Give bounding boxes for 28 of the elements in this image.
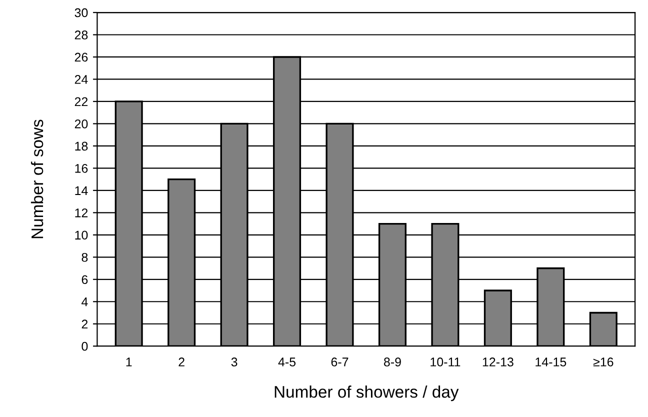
y-axis-title: Number of sows [30, 120, 44, 238]
x-tick-label: 4-5 [278, 358, 296, 366]
y-tick-label: 12 [75, 208, 88, 218]
y-tick-label: 4 [82, 298, 88, 306]
x-axis-title: Number of showers / day [274, 386, 459, 402]
y-tick-label: 24 [74, 75, 88, 84]
y-tick-label: 28 [74, 30, 88, 40]
y-tick-label: 8 [82, 252, 88, 262]
y-tick-label: 14 [75, 186, 88, 195]
y-tick-label: 20 [74, 120, 88, 128]
x-tick-label: ≥16 [593, 358, 614, 366]
y-tick-label: 18 [75, 142, 88, 151]
x-tick-label: 14-15 [536, 358, 566, 366]
y-tick-label: 0 [82, 342, 88, 351]
x-tick-label: 2 [178, 358, 184, 366]
y-tick-label: 16 [75, 164, 88, 173]
x-tick-label: 1 [126, 358, 132, 366]
x-tick-label: 10-11 [430, 358, 460, 366]
y-tick-label: 22 [74, 97, 88, 106]
x-tick-label: 6-7 [331, 358, 348, 366]
x-tick-label: 3 [231, 358, 238, 366]
y-tick-label: 6 [82, 275, 88, 284]
y-tick-label: 10 [75, 230, 88, 240]
x-tick-label: 12-13 [482, 358, 514, 366]
x-tick-label: 8-9 [384, 358, 401, 366]
y-tick-label: 30 [74, 8, 88, 18]
y-tick-label: 26 [74, 52, 88, 62]
y-tick-label: 2 [82, 320, 88, 328]
